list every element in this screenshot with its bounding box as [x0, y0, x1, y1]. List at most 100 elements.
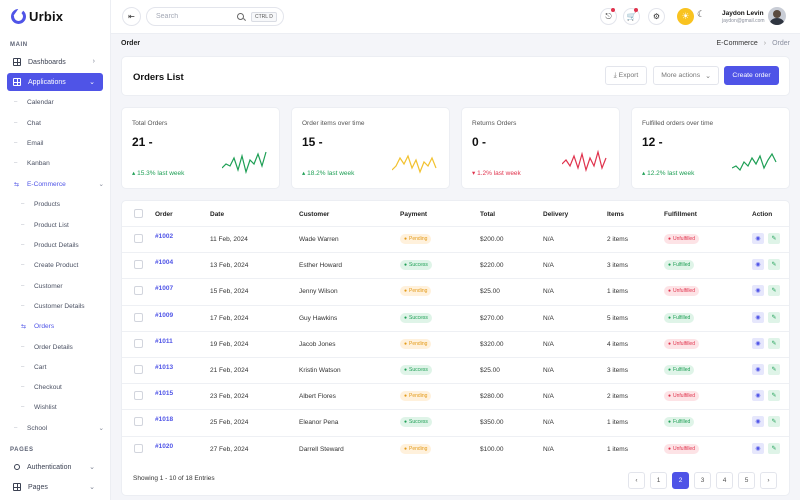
row-checkbox[interactable]: [134, 312, 143, 322]
search-input[interactable]: [156, 13, 226, 20]
sidebar-item-products[interactable]: – Products: [21, 197, 60, 211]
avatar[interactable]: [768, 7, 786, 25]
view-button[interactable]: ◉: [752, 259, 764, 271]
sidebar-item-order-details[interactable]: – Order Details: [21, 340, 73, 354]
sidebar-item-customer[interactable]: – Customer: [21, 279, 63, 293]
table-row[interactable]: #1018 25 Feb, 2024 Eleanor Pena ● Success $35…: [122, 409, 789, 435]
view-button[interactable]: ◉: [752, 311, 764, 323]
order-link[interactable]: #1007: [155, 285, 174, 293]
sidebar-item-pages[interactable]: Pages ⌄: [7, 478, 103, 496]
sidebar-item-customer-details[interactable]: – Customer Details: [21, 299, 85, 313]
dark-mode-icon[interactable]: ☾: [697, 9, 706, 19]
row-checkbox[interactable]: [134, 417, 143, 427]
table-row[interactable]: #1002 11 Feb, 2024 Wade Warren ● Pending $200…: [122, 226, 789, 252]
order-link[interactable]: #1009: [155, 311, 174, 319]
row-checkbox[interactable]: [134, 443, 143, 453]
column-header-payment[interactable]: Payment: [400, 211, 428, 218]
edit-button[interactable]: ✎: [768, 416, 780, 428]
edit-button[interactable]: ✎: [768, 337, 780, 349]
sidebar-item-orders[interactable]: ⇆ Orders: [21, 319, 54, 333]
sidebar-item-ecommerce[interactable]: ⇆ E-Commerce ⌄: [14, 177, 104, 191]
sidebar-item-product-list[interactable]: – Product List: [21, 218, 69, 232]
column-header-order[interactable]: Order: [155, 211, 173, 218]
order-link[interactable]: #1015: [155, 390, 174, 398]
logo[interactable]: Urbix: [11, 9, 63, 24]
user-name[interactable]: Jaydon Levin: [722, 10, 764, 17]
row-checkbox[interactable]: [134, 286, 143, 296]
page-button[interactable]: 5: [738, 472, 755, 489]
page-button[interactable]: 2: [672, 472, 689, 489]
edit-button[interactable]: ✎: [768, 364, 780, 375]
table-row[interactable]: #1011 19 Feb, 2024 Jacob Jones ● Pending $320…: [122, 330, 789, 357]
sidebar-item-applications[interactable]: Applications ⌄: [7, 73, 103, 91]
edit-button[interactable]: ✎: [768, 311, 780, 323]
select-all-checkbox[interactable]: [134, 209, 143, 218]
order-link[interactable]: #1020: [155, 442, 174, 450]
edit-button[interactable]: ✎: [768, 442, 780, 454]
edit-button[interactable]: ✎: [768, 233, 780, 244]
row-checkbox[interactable]: [134, 338, 143, 348]
page-button[interactable]: 4: [716, 472, 733, 489]
row-checkbox[interactable]: [134, 234, 143, 243]
table-row[interactable]: #1009 17 Feb, 2024 Guy Hawkins ● Success $270…: [122, 304, 789, 331]
light-mode-button[interactable]: ☀: [677, 8, 694, 25]
next-page-button[interactable]: ›: [760, 472, 777, 489]
table-row[interactable]: #1004 13 Feb, 2024 Esther Howard ● Success $2…: [122, 252, 789, 278]
view-button[interactable]: ◉: [752, 337, 764, 349]
collapse-sidebar-button[interactable]: ⇤: [122, 7, 141, 26]
page-button[interactable]: 3: [694, 472, 711, 489]
edit-button[interactable]: ✎: [768, 390, 780, 402]
table-row[interactable]: #1013 21 Feb, 2024 Kristin Watson ● Success $…: [122, 357, 789, 383]
sidebar-item-authentication[interactable]: Authentication ⌄: [7, 458, 103, 476]
more-actions-button[interactable]: More actions ⌄: [653, 66, 719, 85]
column-header-fulfillment[interactable]: Fulfillment: [664, 211, 697, 218]
search-icon[interactable]: [237, 13, 244, 20]
column-header-date[interactable]: Date: [210, 211, 225, 218]
notification-button[interactable]: ⎋: [600, 8, 617, 25]
edit-button[interactable]: ✎: [768, 259, 780, 271]
search-box[interactable]: CTRL D: [146, 7, 284, 26]
sidebar-item-kanban[interactable]: – Kanban: [14, 156, 50, 170]
row-checkbox[interactable]: [134, 260, 143, 270]
breadcrumb-parent[interactable]: E-Commerce: [716, 40, 758, 47]
sidebar-item-school[interactable]: – School ⌄: [14, 421, 104, 435]
table-row[interactable]: #1015 23 Feb, 2024 Albert Flores ● Pending $2…: [122, 383, 789, 409]
column-header-total[interactable]: Total: [480, 211, 496, 218]
view-button[interactable]: ◉: [752, 442, 764, 454]
sidebar-item-checkout[interactable]: – Checkout: [21, 380, 62, 394]
row-checkbox[interactable]: [134, 365, 143, 374]
sidebar-item-cart[interactable]: – Cart: [21, 360, 46, 374]
export-button[interactable]: ⤓ Export: [605, 66, 647, 85]
order-link[interactable]: #1002: [155, 233, 174, 240]
sidebar-item-calendar[interactable]: – Calendar: [14, 95, 54, 109]
row-checkbox[interactable]: [134, 391, 143, 401]
column-header-customer[interactable]: Customer: [299, 211, 330, 218]
prev-page-button[interactable]: ‹: [628, 472, 645, 489]
table-row[interactable]: #1020 27 Feb, 2024 Darrell Steward ● Pending…: [122, 435, 789, 462]
page-button[interactable]: 1: [650, 472, 667, 489]
sidebar-item-create-product[interactable]: – Create Product: [21, 258, 78, 272]
sidebar-item-wishlist[interactable]: – Wishlist: [21, 400, 57, 414]
create-order-button[interactable]: Create order: [724, 66, 779, 85]
settings-button[interactable]: ⚙: [648, 8, 665, 25]
stat-trend-text: 1.2% last week: [477, 170, 521, 177]
order-link[interactable]: #1018: [155, 416, 174, 424]
sidebar-item-chat[interactable]: – Chat: [14, 116, 41, 130]
sidebar-item-email[interactable]: – Email: [14, 136, 44, 150]
table-row[interactable]: #1007 15 Feb, 2024 Jenny Wilson ● Pending $25…: [122, 278, 789, 304]
view-button[interactable]: ◉: [752, 285, 764, 297]
view-button[interactable]: ◉: [752, 390, 764, 402]
order-link[interactable]: #1004: [155, 259, 174, 267]
sidebar-item-product-details[interactable]: – Product Details: [21, 238, 79, 252]
column-header-delivery[interactable]: Delivery: [543, 211, 569, 218]
order-link[interactable]: #1011: [155, 337, 173, 345]
edit-button[interactable]: ✎: [768, 285, 780, 297]
column-header-items[interactable]: Items: [607, 211, 624, 218]
sidebar-item-dashboards[interactable]: Dashboards ›: [7, 53, 103, 71]
order-total: $350.00: [480, 419, 504, 427]
view-button[interactable]: ◉: [752, 364, 764, 375]
cart-button[interactable]: 🛒: [623, 8, 640, 25]
view-button[interactable]: ◉: [752, 233, 764, 244]
view-button[interactable]: ◉: [752, 416, 764, 428]
order-link[interactable]: #1013: [155, 364, 174, 371]
